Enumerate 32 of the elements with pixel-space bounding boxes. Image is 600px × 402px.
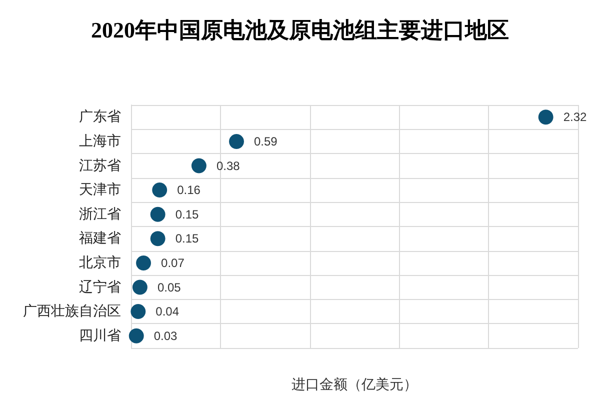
point bbox=[538, 110, 554, 125]
y-tick-label: 广西壮族自治区 bbox=[23, 304, 121, 320]
y-tick-label: 上海市 bbox=[79, 133, 121, 150]
data-label: 0.15 bbox=[175, 207, 199, 222]
point bbox=[229, 134, 244, 149]
point bbox=[150, 231, 166, 246]
data-label: 0.03 bbox=[154, 328, 178, 343]
y-tick-label: 广东省 bbox=[79, 109, 121, 126]
data-label: 2.32 bbox=[563, 110, 587, 124]
point bbox=[130, 304, 146, 320]
x-axis-title: 进口金额（亿美元） bbox=[292, 377, 418, 393]
y-tick-label: 江苏省 bbox=[79, 158, 121, 174]
point bbox=[191, 158, 206, 174]
y-tick-label: 福建省 bbox=[79, 230, 121, 247]
y-tick-label: 北京市 bbox=[79, 254, 121, 271]
data-label: 0.59 bbox=[254, 134, 278, 148]
data-label: 0.04 bbox=[156, 304, 180, 319]
point bbox=[136, 255, 152, 270]
point bbox=[132, 280, 148, 295]
data-label: 0.16 bbox=[177, 183, 201, 198]
point bbox=[152, 182, 168, 198]
chart-title: 2020年中国原电池及原电池组主要进口地区 bbox=[91, 18, 509, 42]
data-label: 0.38 bbox=[216, 158, 240, 173]
point bbox=[128, 328, 144, 344]
y-tick-label: 浙江省 bbox=[79, 206, 121, 222]
point bbox=[150, 206, 166, 222]
data-label: 0.05 bbox=[157, 280, 182, 294]
data-label: 0.07 bbox=[161, 256, 185, 270]
y-tick-label: 四川省 bbox=[79, 328, 121, 344]
y-tick-label: 辽宁省 bbox=[79, 279, 121, 296]
y-tick-label: 天津市 bbox=[79, 182, 121, 198]
data-label: 0.15 bbox=[175, 232, 199, 246]
